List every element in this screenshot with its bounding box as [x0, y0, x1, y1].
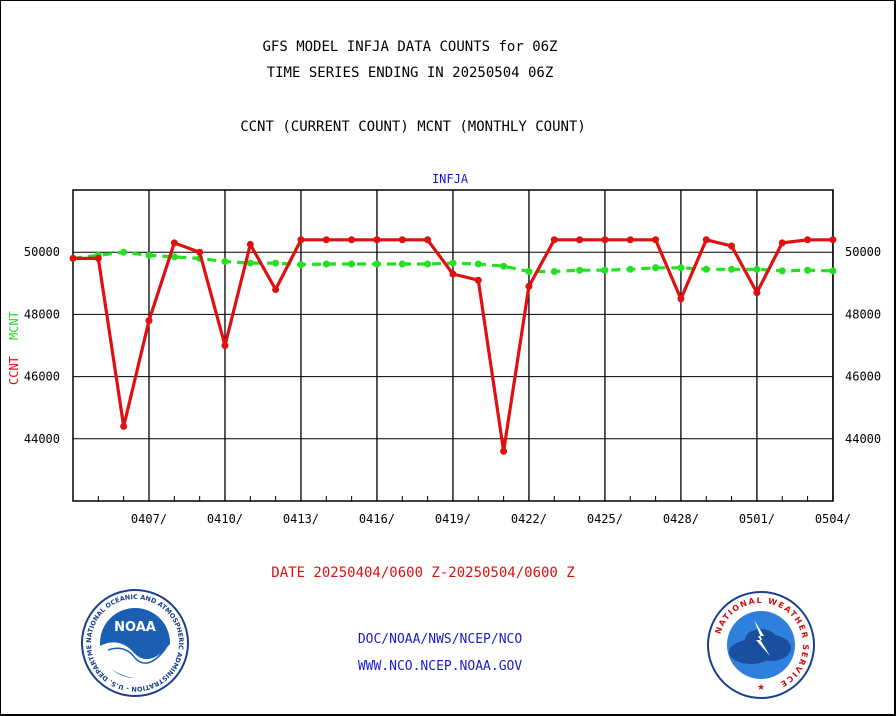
- data-point-ccnt: [424, 236, 432, 244]
- data-point-mcnt: [145, 251, 153, 259]
- data-point-ccnt: [601, 236, 609, 244]
- y-axis-label-mcnt: MCNT: [7, 311, 21, 340]
- data-point-ccnt: [829, 236, 837, 244]
- x-tick-label: 0422/: [511, 512, 547, 526]
- data-point-ccnt: [69, 254, 77, 262]
- data-point-mcnt: [373, 260, 381, 268]
- data-point-mcnt: [500, 262, 508, 270]
- data-point-mcnt: [322, 260, 330, 268]
- y-tick-label-left: 44000: [24, 432, 60, 446]
- data-point-ccnt: [196, 248, 204, 256]
- axes-layer: [72, 189, 834, 502]
- x-tick-label: 0419/: [435, 512, 471, 526]
- data-point-mcnt: [246, 259, 254, 267]
- x-tick-label: 0407/: [131, 512, 167, 526]
- data-point-mcnt: [778, 267, 786, 275]
- y-axis-label-ccnt: CCNT: [7, 356, 21, 385]
- data-point-mcnt: [348, 260, 356, 268]
- data-point-ccnt: [398, 236, 406, 244]
- data-point-ccnt: [626, 236, 634, 244]
- data-point-ccnt: [297, 236, 305, 244]
- data-point-mcnt: [221, 258, 229, 266]
- chart-title: GFS MODEL INFJA DATA COUNTS for 06Z: [262, 39, 558, 55]
- doc-link[interactable]: DOC/NOAA/NWS/NCEP/NCO: [357, 632, 523, 647]
- data-point-ccnt: [449, 270, 457, 278]
- data-point-mcnt: [576, 266, 584, 274]
- data-point-mcnt: [474, 260, 482, 268]
- data-point-mcnt: [626, 265, 634, 273]
- y-tick-label-right: 44000: [845, 432, 881, 446]
- plot-label: INFJA: [431, 172, 469, 186]
- data-point-mcnt: [398, 260, 406, 268]
- data-point-mcnt: [449, 259, 457, 267]
- data-point-ccnt: [778, 239, 786, 247]
- grid-layer: [73, 190, 834, 501]
- nws-logo: NATIONAL WEATHER SERVICE ★: [707, 591, 815, 699]
- data-point-ccnt: [804, 236, 812, 244]
- data-point-mcnt: [120, 248, 128, 256]
- y-tick-label-left: 48000: [24, 307, 60, 321]
- date-range-label: DATE 20250404/0600 Z-20250504/0600 Z: [271, 565, 575, 581]
- data-point-mcnt: [424, 260, 432, 268]
- data-point-mcnt: [525, 267, 533, 275]
- data-point-ccnt: [702, 236, 710, 244]
- svg-text:NOAA: NOAA: [114, 620, 156, 635]
- y-tick-label-left: 50000: [24, 245, 60, 259]
- data-point-ccnt: [322, 236, 330, 244]
- data-point-mcnt: [677, 264, 685, 272]
- data-point-ccnt: [221, 342, 229, 349]
- y-tick-label-left: 46000: [24, 370, 60, 384]
- x-tick-label: 0428/: [663, 512, 699, 526]
- data-point-ccnt: [145, 317, 153, 325]
- svg-text:★: ★: [757, 683, 765, 693]
- data-point-ccnt: [94, 254, 102, 262]
- data-point-ccnt: [550, 236, 558, 244]
- x-tick-label: 0416/: [359, 512, 395, 526]
- data-point-ccnt: [170, 239, 178, 247]
- data-point-mcnt: [272, 259, 280, 267]
- data-point-ccnt: [120, 422, 128, 430]
- data-point-ccnt: [652, 236, 660, 244]
- data-point-ccnt: [728, 242, 736, 250]
- y-tick-label-right: 48000: [845, 307, 881, 321]
- x-tick-label: 0425/: [587, 512, 623, 526]
- data-point-ccnt: [474, 276, 482, 284]
- y-tick-label-right: 50000: [845, 245, 881, 259]
- data-point-ccnt: [677, 295, 685, 303]
- data-point-mcnt: [170, 253, 178, 261]
- website-link[interactable]: WWW.NCO.NCEP.NOAA.GOV: [357, 659, 523, 674]
- data-point-mcnt: [728, 265, 736, 273]
- data-point-mcnt: [829, 267, 837, 275]
- data-point-ccnt: [272, 286, 280, 294]
- data-point-ccnt: [348, 236, 356, 244]
- data-point-mcnt: [550, 267, 558, 275]
- data-point-mcnt: [652, 264, 660, 272]
- data-point-ccnt: [373, 236, 381, 244]
- data-point-mcnt: [297, 261, 305, 269]
- data-point-ccnt: [246, 240, 254, 248]
- data-point-mcnt: [702, 265, 710, 273]
- series-layer: [69, 236, 837, 455]
- data-point-ccnt: [753, 289, 761, 297]
- data-point-ccnt: [576, 236, 584, 244]
- x-tick-label: 0413/: [283, 512, 319, 526]
- chart-subtitle: CCNT (CURRENT COUNT) MCNT (MONTHLY COUNT…: [240, 119, 586, 135]
- data-point-mcnt: [753, 265, 761, 273]
- y-tick-label-right: 46000: [845, 370, 881, 384]
- data-point-mcnt: [601, 266, 609, 274]
- data-point-ccnt: [500, 447, 508, 455]
- x-tick-label: 0504/: [815, 512, 851, 526]
- data-point-ccnt: [525, 282, 533, 290]
- label-layer: 44000 44000 46000 46000 48000 48000 50000 50000…: [7, 245, 881, 526]
- chart-title-line2: TIME SERIES ENDING IN 20250504 06Z: [266, 65, 554, 81]
- x-tick-label: 0501/: [739, 512, 775, 526]
- noaa-logo: NATIONAL OCEANIC AND ATMOSPHERIC ADMINIS…: [80, 588, 189, 697]
- data-point-mcnt: [804, 266, 812, 274]
- x-tick-label: 0410/: [207, 512, 243, 526]
